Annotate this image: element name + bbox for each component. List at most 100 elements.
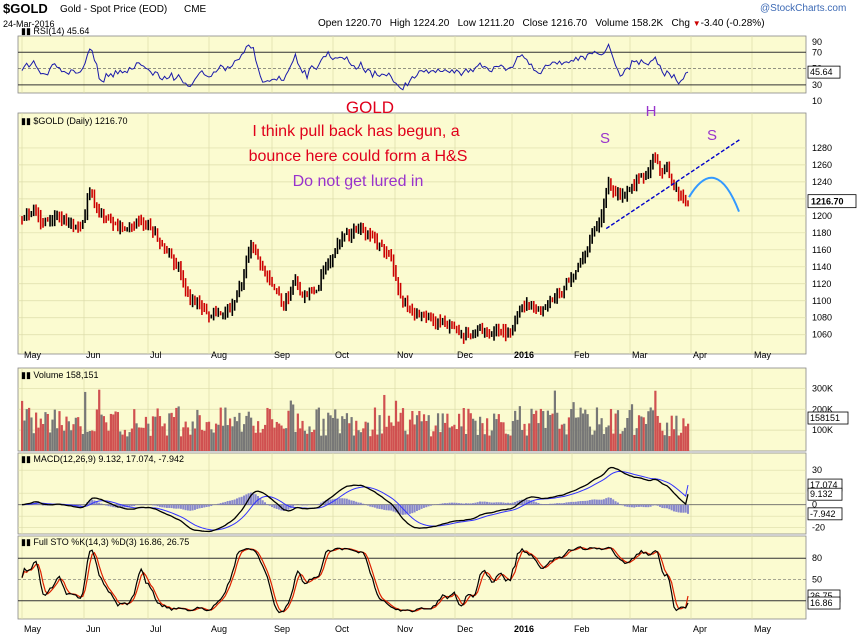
volume-bar (102, 416, 105, 451)
volume-bar (151, 416, 155, 451)
volume-bar (154, 416, 157, 451)
volume-bar (250, 417, 253, 451)
symbol-description: Gold - Spot Price (EOD) (60, 4, 168, 15)
volume-bar (273, 427, 276, 451)
volume-bar (301, 420, 304, 451)
volume-bar (320, 435, 323, 451)
volume-bar (574, 417, 578, 451)
volume-bar (661, 430, 664, 451)
volume-bar (649, 407, 652, 451)
annotation-title: GOLD (346, 98, 394, 117)
volume-bar (528, 423, 531, 451)
month-label-sto: Mar (632, 624, 648, 634)
volume-bar (556, 412, 559, 451)
sto-panel-title: ▮▮ Full STO %K(14,3) %D(3) 16.86, 26.75 (21, 537, 189, 547)
volume-tick-label: 100K (812, 425, 833, 435)
month-label-price: Aug (211, 350, 227, 360)
volume-bar (191, 421, 194, 451)
volume-bar (294, 431, 297, 451)
macd-tick-label: -20 (812, 523, 825, 533)
volume-bar (140, 427, 143, 451)
volume-bar (299, 428, 302, 451)
volume-bar (640, 416, 643, 451)
volume-bar (161, 426, 164, 451)
volume-bar (205, 422, 208, 451)
volume-bar (348, 423, 351, 451)
volume-bar (586, 414, 589, 451)
volume-bar (51, 419, 54, 451)
volume-bar (663, 435, 666, 451)
volume-bar (228, 418, 232, 451)
volume-bar (37, 427, 40, 451)
price-tick-label: 1080 (812, 313, 832, 323)
volume-bar (392, 425, 395, 451)
forecast-arc (688, 176, 740, 212)
volume-bar (186, 427, 190, 451)
volume-bar (486, 418, 489, 451)
rsi-tick-label: 30 (812, 80, 822, 90)
volume-bar (359, 432, 363, 451)
macd-last-value-box (807, 487, 843, 501)
volume-bar (224, 407, 227, 451)
volume-bar (198, 415, 201, 451)
volume-bar (383, 394, 386, 451)
volume-bar (455, 429, 458, 451)
volume-bar (238, 412, 241, 451)
sto-tick-label: 50 (812, 575, 822, 585)
volume-bar (679, 432, 683, 451)
volume-bar (436, 413, 440, 451)
price-last-value: 1216.70 (811, 197, 844, 207)
volume-bar (509, 435, 512, 451)
volume-bar (327, 412, 330, 451)
open-label: Open (318, 18, 343, 29)
month-label-sto: 2016 (514, 624, 534, 634)
volume-bar (415, 415, 419, 451)
volume-bar (411, 411, 414, 451)
head-label: H (646, 103, 657, 120)
volume-bar (308, 426, 311, 451)
volume-bar (642, 417, 645, 451)
volume-tick-label: 200K (812, 404, 833, 414)
volume-bar (563, 423, 566, 451)
volume-bar (53, 409, 56, 451)
volume-bar (450, 426, 454, 451)
month-label-sto: Sep (274, 624, 290, 634)
volume-bar (98, 389, 101, 451)
volume-bar (144, 416, 148, 451)
price-tick-label: 1180 (812, 228, 831, 238)
rsi-panel (17, 35, 807, 94)
rsi-last-value: 45.64 (810, 67, 833, 77)
macd-line (21, 466, 689, 533)
volume-bar (72, 424, 75, 451)
rsi-line (21, 42, 689, 91)
volume-bar (420, 421, 423, 451)
month-label-price: Feb (574, 350, 590, 360)
price-panel-title: ▮▮ $GOLD (Daily) 1216.70 (21, 116, 127, 126)
volume-bar (495, 419, 498, 451)
volume-bar (158, 416, 162, 451)
volume-bar (476, 434, 479, 451)
volume-bar (434, 425, 437, 451)
volume-bar (677, 435, 680, 451)
volume-bar (336, 418, 339, 451)
volume-bar (465, 433, 468, 451)
volume-bar (63, 430, 66, 451)
price-tick-label: 1100 (812, 296, 831, 306)
price-tick-label: 1240 (812, 177, 832, 187)
volume-bar (352, 435, 356, 451)
volume-bar (532, 413, 535, 451)
volume-bar (350, 417, 353, 451)
month-label-sto: Oct (335, 624, 350, 634)
month-label-sto: Jun (86, 624, 101, 634)
volume-bar (408, 419, 412, 451)
volume-bar (280, 425, 283, 451)
volume-bar (292, 404, 295, 451)
volume-bar (600, 418, 603, 451)
rsi-last-value-box (807, 65, 841, 79)
volume-bar (282, 428, 285, 451)
volume-bar (91, 430, 94, 451)
volume-bar (331, 417, 334, 451)
volume-bar (196, 409, 199, 451)
volume-bar (207, 421, 211, 451)
stochastic-panel (17, 535, 807, 620)
